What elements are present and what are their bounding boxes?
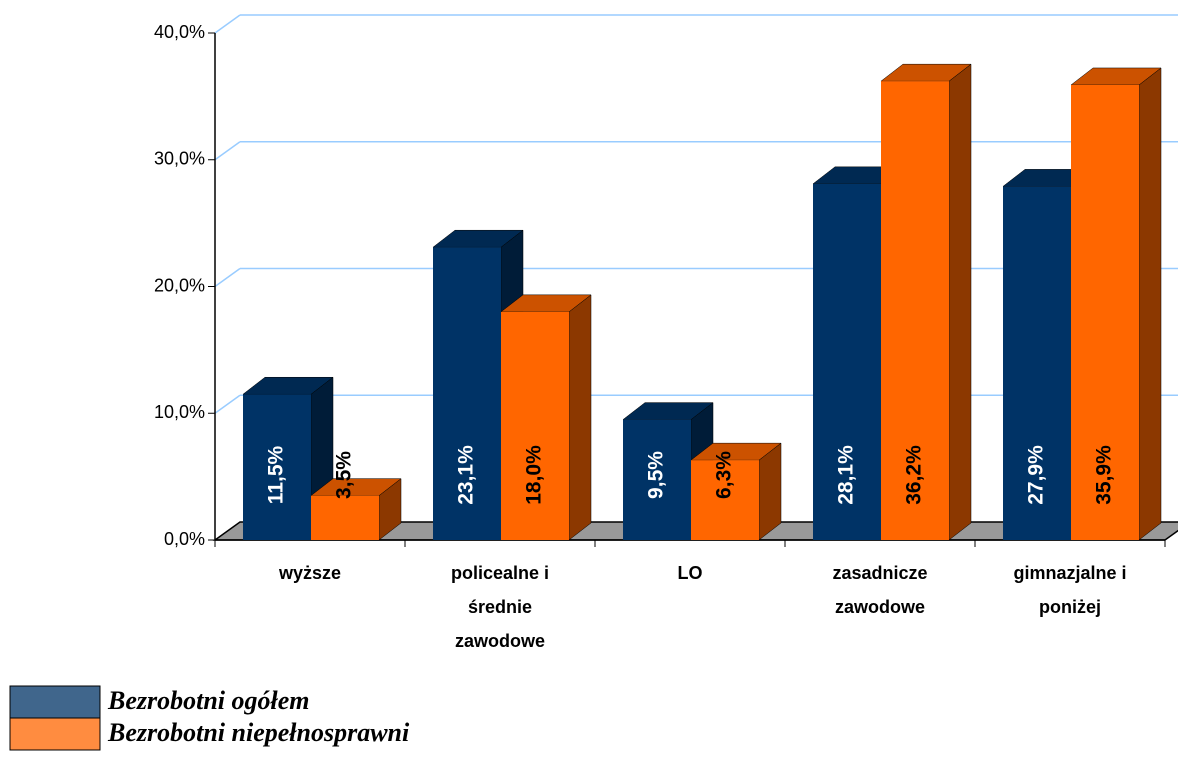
value-label: 27,9% xyxy=(1025,445,1048,505)
bar-front xyxy=(501,311,569,540)
value-label: 11,5% xyxy=(265,445,288,504)
y-tick-label: 20,0% xyxy=(154,275,205,295)
x-tick-label: gimnazjalne i poniżej xyxy=(1013,563,1127,617)
value-label: 36,2% xyxy=(903,445,926,505)
y-tick-label: 30,0% xyxy=(154,149,205,169)
bar-front xyxy=(813,183,881,540)
bar-front xyxy=(243,394,311,540)
bar-front xyxy=(433,247,501,540)
bar-side xyxy=(1138,67,1162,541)
legend-label: Bezrobotni ogółem xyxy=(107,686,310,715)
grid-line-side xyxy=(214,141,241,161)
bar xyxy=(242,376,334,541)
value-label: 28,1% xyxy=(835,445,858,505)
legend-swatch xyxy=(9,685,101,719)
value-label: 9,5% xyxy=(645,451,668,499)
value-label: 3,5% xyxy=(333,451,356,499)
value-label: 6,3% xyxy=(713,451,736,499)
x-tick-label: wyższe xyxy=(278,563,342,583)
legend-label: Bezrobotni niepełnosprawni xyxy=(107,718,410,747)
bar-front xyxy=(881,81,949,540)
x-tick-label: policealne i średnie zawodowe xyxy=(450,563,550,651)
bar xyxy=(880,63,972,541)
bar-front xyxy=(311,495,379,540)
bar xyxy=(1070,67,1162,541)
bar xyxy=(1002,168,1094,541)
bar-front xyxy=(691,460,759,540)
bar-front xyxy=(1003,186,1071,540)
bar-side xyxy=(568,294,592,541)
y-tick-label: 40,0% xyxy=(154,22,205,42)
grid-line-side xyxy=(214,267,241,288)
value-label: 35,9% xyxy=(1093,445,1116,505)
grid-line-side xyxy=(214,14,241,34)
grid-line-side xyxy=(214,394,241,414)
bar xyxy=(690,442,782,541)
bar xyxy=(500,294,592,541)
x-tick-label: LO xyxy=(677,563,703,583)
value-label: 23,1% xyxy=(455,445,478,505)
bar-side xyxy=(948,63,972,541)
x-tick-label: zasadnicze zawodowe xyxy=(832,563,928,617)
value-label: 18,0% xyxy=(523,445,546,505)
bar xyxy=(310,478,402,541)
legend-swatch xyxy=(9,717,101,751)
y-tick-label: 10,0% xyxy=(154,402,205,422)
y-tick-label: 0,0% xyxy=(164,529,205,549)
bar-front xyxy=(623,419,691,540)
bar-front xyxy=(1071,84,1139,540)
